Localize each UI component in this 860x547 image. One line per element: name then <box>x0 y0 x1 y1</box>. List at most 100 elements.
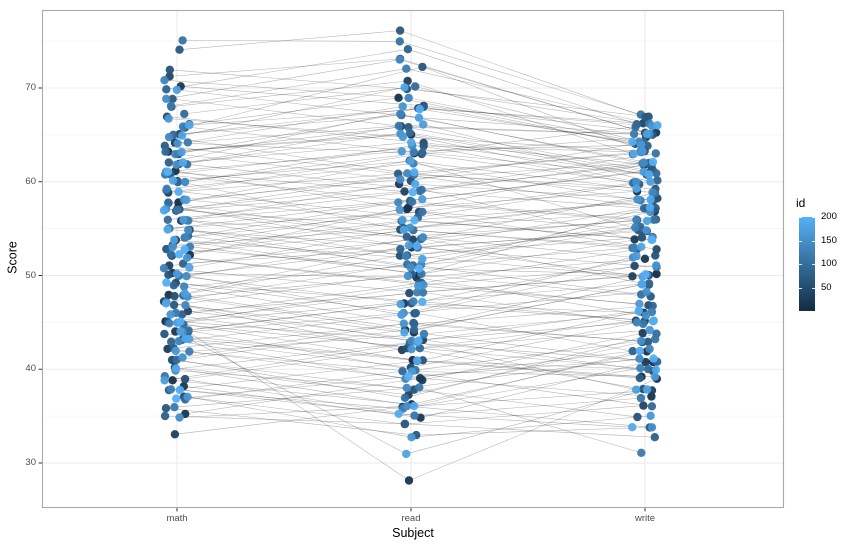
axis-ticks <box>38 87 646 512</box>
data-point <box>406 157 415 166</box>
data-point <box>169 235 179 245</box>
colorbar-tick <box>799 217 802 218</box>
data-point <box>632 385 641 394</box>
data-point <box>403 76 412 86</box>
data-point <box>418 254 427 264</box>
data-point <box>629 129 639 139</box>
data-point <box>407 138 416 147</box>
legend-tick-label: 50 <box>821 282 832 293</box>
data-point <box>642 226 651 235</box>
data-point <box>633 195 642 204</box>
data-point <box>631 223 640 232</box>
data-point <box>637 448 646 457</box>
legend-tick-label: 200 <box>821 211 837 222</box>
colorbar-tick <box>812 217 815 218</box>
x-tick-label-write: write <box>634 513 656 524</box>
data-point <box>632 318 641 327</box>
data-point <box>398 215 407 225</box>
data-point <box>175 413 184 422</box>
data-point <box>646 411 655 420</box>
data-point <box>403 271 413 281</box>
data-point <box>637 140 646 150</box>
data-point <box>172 85 182 95</box>
data-point <box>631 122 640 131</box>
data-point <box>647 423 657 432</box>
data-point <box>175 45 184 54</box>
data-point <box>407 344 416 354</box>
data-point <box>637 242 646 251</box>
data-point <box>644 364 653 374</box>
data-point <box>396 300 405 309</box>
data-point <box>180 177 190 187</box>
legend: id 200 150 100 50 <box>788 188 858 328</box>
data-point <box>648 301 657 311</box>
data-point <box>419 329 429 339</box>
data-point <box>414 264 424 273</box>
data-point <box>652 169 661 178</box>
y-tick-label: 70 <box>25 82 36 93</box>
data-point <box>394 198 403 207</box>
data-point <box>400 419 410 428</box>
data-point <box>650 433 659 442</box>
data-point <box>653 176 662 185</box>
data-point <box>163 215 172 224</box>
data-point <box>176 327 185 336</box>
data-point <box>172 205 182 215</box>
data-point <box>172 394 181 403</box>
data-point <box>635 354 644 363</box>
data-point <box>633 412 642 422</box>
data-point <box>628 272 637 281</box>
data-point <box>630 261 639 271</box>
data-point <box>166 310 175 319</box>
data-point <box>641 311 651 320</box>
data-point <box>417 185 426 194</box>
legend-title: id <box>796 196 806 210</box>
data-point <box>182 195 191 205</box>
data-point <box>398 132 408 142</box>
data-point <box>652 261 661 270</box>
x-tick-label-math: math <box>166 513 188 524</box>
data-point <box>636 393 646 403</box>
data-point <box>638 147 647 156</box>
data-point <box>629 149 638 158</box>
data-point <box>395 205 404 214</box>
data-point <box>183 253 192 262</box>
data-point <box>161 147 170 156</box>
data-point <box>418 207 427 217</box>
data-point <box>646 177 655 186</box>
data-point <box>166 250 176 259</box>
data-point <box>418 195 427 204</box>
data-point <box>163 225 172 234</box>
data-point <box>178 36 187 45</box>
data-point <box>171 364 181 373</box>
data-point <box>405 128 415 138</box>
y-tick-label: 30 <box>25 457 36 468</box>
data-point <box>642 287 651 297</box>
y-tick-label: 60 <box>25 176 36 187</box>
data-point <box>403 169 412 178</box>
colorbar-tick <box>799 264 802 265</box>
data-point <box>170 430 180 439</box>
data-point <box>401 251 411 261</box>
data-point <box>651 149 660 158</box>
data-point <box>185 347 194 356</box>
data-point <box>636 336 646 346</box>
data-point <box>413 356 422 365</box>
data-point <box>168 242 177 252</box>
data-point <box>178 158 187 167</box>
data-point <box>414 113 424 122</box>
data-point <box>644 279 654 288</box>
data-point <box>399 319 408 328</box>
data-point <box>646 195 655 204</box>
data-point <box>637 233 647 242</box>
data-point <box>630 243 639 252</box>
data-point <box>647 235 656 244</box>
data-point <box>181 334 190 343</box>
data-point <box>180 109 189 119</box>
data-point <box>174 337 183 346</box>
legend-tick-label: 150 <box>821 235 837 246</box>
data-point <box>410 216 419 225</box>
y-tick-label: 50 <box>25 270 36 281</box>
data-point <box>651 334 660 344</box>
data-point <box>163 344 172 354</box>
